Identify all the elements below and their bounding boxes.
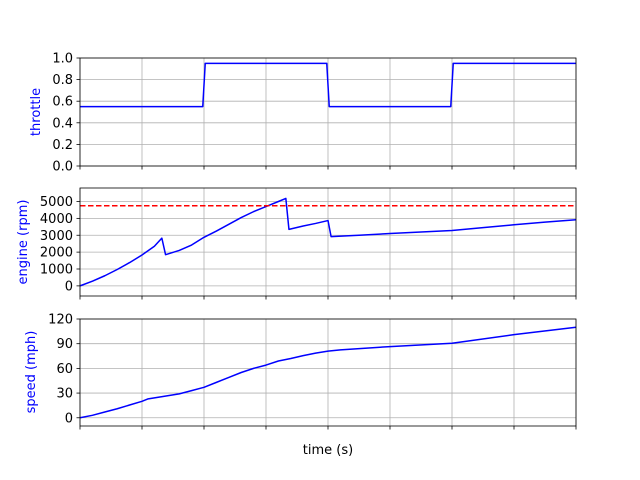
throttle-ytick-label-0: 0.0 bbox=[52, 160, 73, 175]
engine-ytick-label-4: 4000 bbox=[40, 212, 73, 227]
speed-series-line-0 bbox=[79, 326, 577, 419]
engine-series-line-0 bbox=[79, 197, 577, 287]
speed-ytick-label-3: 90 bbox=[56, 337, 73, 352]
engine-ytick-label-2: 2000 bbox=[40, 246, 73, 261]
engine-ytick-label-0: 0 bbox=[65, 279, 73, 294]
speed-series bbox=[79, 326, 577, 419]
speed-ytick-label-0: 0 bbox=[65, 411, 73, 426]
speed-ytick-label-2: 60 bbox=[56, 362, 73, 377]
throttle-ytick-label-5: 1.0 bbox=[52, 52, 73, 67]
speed-ytick-label-1: 30 bbox=[56, 387, 73, 402]
throttle-ytick-label-1: 0.2 bbox=[52, 138, 73, 153]
engine-ytick-label-3: 3000 bbox=[40, 229, 73, 244]
throttle-ytick-label-2: 0.4 bbox=[52, 116, 73, 131]
throttle-series bbox=[80, 62, 576, 108]
speed-ticks: 0 30 60 90 120 bbox=[48, 313, 577, 430]
speed-xlabel: time (s) bbox=[303, 443, 353, 458]
speed-panel: 0 30 60 90 120 speed (mph) time (s) bbox=[24, 313, 577, 458]
speed-ytick-label-4: 120 bbox=[48, 313, 73, 328]
throttle-series-line-0 bbox=[80, 62, 576, 108]
engine-ytick-label-1: 1000 bbox=[40, 263, 73, 278]
throttle-ylabel: throttle bbox=[29, 88, 44, 136]
throttle-ticks: 0.0 0.2 0.4 0.6 0.8 1.0 bbox=[52, 52, 577, 175]
engine-ylabel: engine (rpm) bbox=[16, 200, 31, 285]
engine-ytick-label-5: 5000 bbox=[40, 195, 73, 210]
engine-series bbox=[79, 197, 577, 287]
speed-ylabel: speed (mph) bbox=[24, 331, 39, 414]
throttle-ytick-label-4: 0.8 bbox=[52, 73, 73, 88]
throttle-panel: 0.0 0.2 0.4 0.6 0.8 1.0 throttle bbox=[29, 52, 577, 175]
throttle-ytick-label-3: 0.6 bbox=[52, 95, 73, 110]
